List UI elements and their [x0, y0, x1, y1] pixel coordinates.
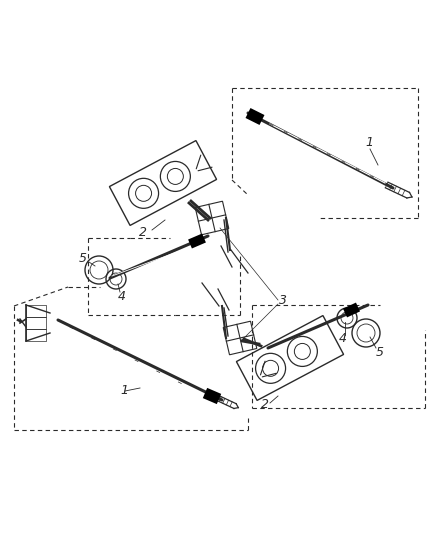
Text: 2: 2: [261, 399, 269, 411]
Polygon shape: [223, 321, 257, 355]
Polygon shape: [110, 141, 217, 225]
Text: 5: 5: [376, 345, 384, 359]
Text: 4: 4: [118, 289, 126, 303]
Text: 3: 3: [279, 294, 287, 306]
Polygon shape: [195, 201, 229, 235]
Text: 1: 1: [365, 136, 373, 149]
Text: 5: 5: [79, 252, 87, 264]
Text: 2: 2: [139, 225, 147, 238]
Text: 1: 1: [120, 384, 128, 397]
Polygon shape: [237, 316, 343, 400]
Text: 4: 4: [339, 333, 347, 345]
